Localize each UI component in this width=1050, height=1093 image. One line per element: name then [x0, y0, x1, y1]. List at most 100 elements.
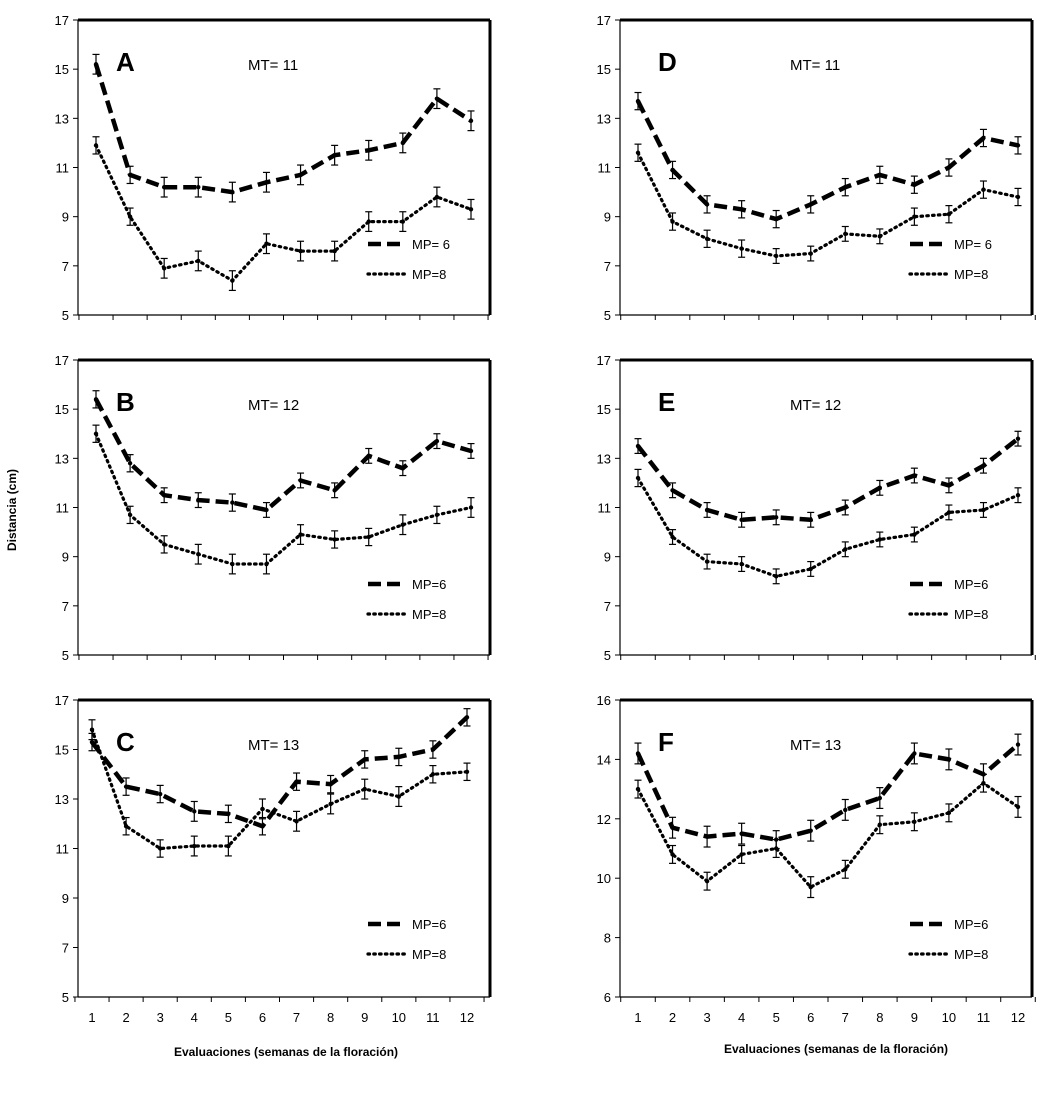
mt-annotation: MT= 12	[248, 397, 299, 414]
mt-annotation: MT= 11	[248, 57, 298, 74]
series-mp8-point	[670, 852, 675, 857]
series-mp8-point	[396, 794, 402, 799]
series-mp6-point	[332, 488, 337, 493]
panel-letter: E	[658, 387, 675, 417]
x-tick-label: 4	[191, 1010, 198, 1025]
y-tick-label: 5	[604, 648, 611, 663]
panel-letter: B	[116, 387, 135, 417]
series-mp6-point	[192, 809, 197, 814]
series-mp6-point	[946, 483, 952, 488]
series-mp6-point	[468, 118, 474, 123]
series-mp6-point	[739, 517, 744, 522]
series-mp6-point	[981, 463, 986, 468]
series-mp6-point	[1015, 436, 1021, 441]
series-mp6-point	[366, 148, 371, 153]
series-mp8-point	[635, 150, 641, 155]
series-mp8-point	[264, 561, 269, 567]
series-mp8-point	[366, 534, 371, 540]
y-tick-label: 5	[62, 648, 69, 663]
series-mp8-point	[157, 846, 163, 851]
series-mp6-point	[912, 182, 917, 187]
x-tick-label: 2	[669, 1010, 676, 1025]
x-tick-label: 3	[703, 1010, 710, 1025]
series-mp8-point	[670, 219, 675, 224]
y-tick-label: 16	[597, 693, 611, 708]
series-mp8-point	[123, 824, 129, 829]
series-mp8-line	[636, 781, 1020, 889]
y-tick-label: 17	[55, 693, 69, 708]
series-mp8-point	[843, 547, 848, 552]
series-mp8-point	[260, 806, 265, 812]
y-tick-label: 7	[62, 941, 69, 956]
y-tick-label: 15	[55, 62, 69, 77]
series-mp6-point	[127, 172, 133, 178]
y-tick-label: 5	[62, 990, 69, 1005]
series-mp6-point	[434, 438, 440, 444]
panel-letter: A	[116, 47, 135, 77]
series-mp6-point	[196, 497, 201, 503]
series-mp8-point	[1015, 493, 1021, 498]
x-tick-label: 2	[122, 1010, 129, 1025]
series-mp8-point	[946, 510, 952, 515]
series-mp6-point	[981, 135, 986, 141]
series-mp6-point	[434, 96, 440, 101]
series-mp8-point	[294, 819, 299, 824]
series-mp8-point	[298, 532, 303, 537]
series-mp8-point	[843, 867, 848, 872]
series-mp8-point	[981, 507, 986, 513]
series-mp8-line	[94, 432, 473, 566]
y-tick-label: 17	[55, 353, 69, 368]
series-mp8-point	[127, 512, 133, 518]
legend-mp6-label: MP=6	[412, 917, 446, 932]
y-tick-label: 13	[597, 451, 611, 466]
y-tick-label: 11	[56, 842, 70, 857]
series-mp6-line	[635, 742, 1020, 842]
y-tick-label: 9	[62, 550, 69, 565]
series-mp6-point	[739, 207, 744, 212]
legend-mp8-label: MP=8	[412, 947, 446, 962]
series-mp8-point	[912, 532, 917, 537]
series-mp8-point	[93, 431, 99, 436]
x-tick-label: 11	[977, 1010, 991, 1025]
x-tick-label: 4	[738, 1010, 745, 1025]
series-mp6-point	[298, 172, 303, 178]
series-mp6-point	[400, 140, 406, 146]
series-mp8-point	[704, 236, 710, 241]
series-mp8-point	[635, 475, 641, 481]
series-mp6-point	[912, 473, 917, 478]
chart-panel-a: 5 7 9 11 13 15 17 A MT= 11 MP= 6 MP=8	[55, 13, 492, 323]
series-mp8-point	[739, 852, 744, 857]
series-mp6-point	[704, 202, 710, 207]
x-tick-label: 1	[634, 1010, 641, 1025]
y-tick-label: 15	[597, 402, 611, 417]
series-mp8-point	[161, 266, 167, 271]
series-mp6-point	[161, 184, 167, 190]
y-tick-label: 17	[597, 13, 611, 28]
series-mp6-point	[260, 824, 265, 829]
series-mp6-line	[94, 398, 472, 513]
series-mp6-point	[264, 507, 269, 513]
mt-annotation: MT= 11	[790, 57, 840, 74]
chart-panel-d: 5 7 9 11 13 15 17 D MT= 11 MP= 6 MP=8	[597, 13, 1036, 323]
x-tick-label: 1	[88, 1010, 95, 1025]
series-mp8-point	[773, 253, 779, 259]
series-mp6-line	[635, 100, 1019, 222]
y-tick-label: 15	[55, 402, 69, 417]
series-mp6-point	[1015, 143, 1021, 148]
series-mp6-point	[264, 180, 269, 185]
series-mp6-point	[366, 453, 371, 459]
series-mp8-point	[739, 561, 744, 567]
series-mp8-point	[230, 278, 235, 283]
legend-mp8-label: MP=8	[412, 607, 446, 622]
panel-letter: C	[116, 727, 135, 757]
x-tick-label: 5	[773, 1010, 780, 1025]
series-mp6-point	[877, 172, 883, 178]
series-mp8-line	[636, 476, 1020, 578]
y-tick-label: 11	[56, 501, 70, 516]
series-mp6-point	[230, 500, 235, 505]
series-mp8-point	[843, 231, 848, 237]
panel-letter: F	[658, 727, 674, 757]
series-mp8-point	[981, 187, 986, 192]
series-mp8-point	[704, 878, 710, 884]
series-mp8-point	[400, 219, 406, 224]
